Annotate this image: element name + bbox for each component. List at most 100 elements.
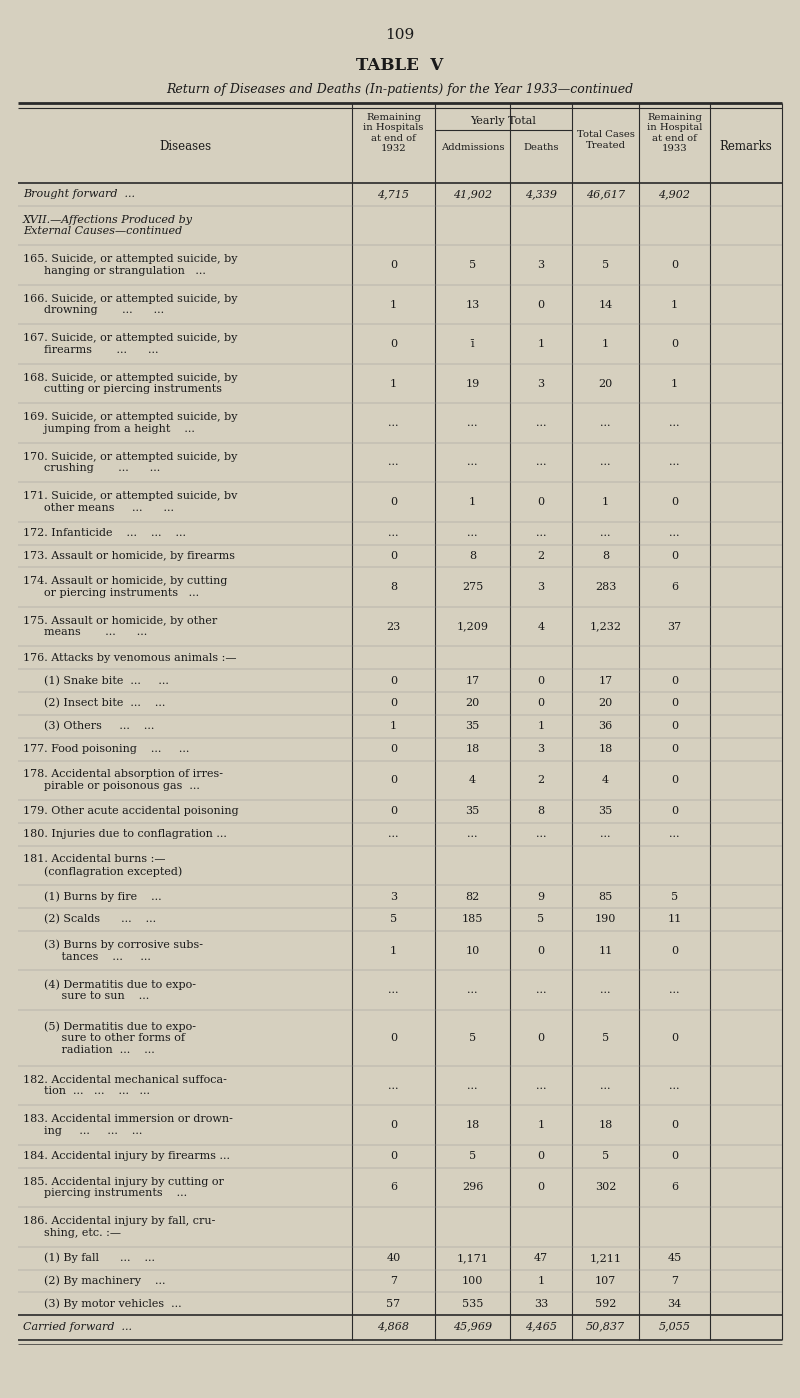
Text: 3: 3 bbox=[538, 582, 545, 593]
Text: 190: 190 bbox=[595, 914, 616, 924]
Text: 5: 5 bbox=[538, 914, 545, 924]
Text: 47: 47 bbox=[534, 1253, 548, 1264]
Text: 45,969: 45,969 bbox=[453, 1321, 492, 1331]
Text: 5: 5 bbox=[469, 1152, 476, 1162]
Text: 45: 45 bbox=[667, 1253, 682, 1264]
Text: ...: ... bbox=[670, 528, 680, 538]
Text: 0: 0 bbox=[538, 299, 545, 309]
Text: 0: 0 bbox=[671, 675, 678, 685]
Text: 35: 35 bbox=[466, 807, 480, 816]
Text: 50,837: 50,837 bbox=[586, 1321, 625, 1331]
Text: 2: 2 bbox=[538, 776, 545, 786]
Text: (2) By machinery    ...: (2) By machinery ... bbox=[23, 1275, 166, 1286]
Text: 34: 34 bbox=[667, 1299, 682, 1309]
Text: 1,211: 1,211 bbox=[590, 1253, 622, 1264]
Text: 0: 0 bbox=[538, 1183, 545, 1192]
Text: ...: ... bbox=[467, 528, 478, 538]
Text: 1: 1 bbox=[538, 721, 545, 731]
Text: 0: 0 bbox=[671, 776, 678, 786]
Text: ...: ... bbox=[536, 418, 546, 428]
Text: 4: 4 bbox=[469, 776, 476, 786]
Text: Brought forward  ...: Brought forward ... bbox=[23, 189, 135, 200]
Text: 8: 8 bbox=[538, 807, 545, 816]
Text: XVII.—Affections Produced by
External Causes—continued: XVII.—Affections Produced by External Ca… bbox=[23, 215, 193, 236]
Text: Remaining
in Hospital
at end of
1933: Remaining in Hospital at end of 1933 bbox=[647, 113, 702, 154]
Text: 168. Suicide, or attempted suicide, by
      cutting or piercing instruments: 168. Suicide, or attempted suicide, by c… bbox=[23, 373, 238, 394]
Text: ...: ... bbox=[536, 1081, 546, 1090]
Text: 57: 57 bbox=[386, 1299, 401, 1309]
Text: ...: ... bbox=[600, 986, 610, 995]
Text: (5) Dermatitis due to expo-
           sure to other forms of
           radiati: (5) Dermatitis due to expo- sure to othe… bbox=[23, 1021, 196, 1054]
Text: 181. Accidental burns :—
      (conflagration excepted): 181. Accidental burns :— (conflagration … bbox=[23, 854, 182, 877]
Text: 0: 0 bbox=[538, 945, 545, 955]
Text: 180. Injuries due to conflagration ...: 180. Injuries due to conflagration ... bbox=[23, 829, 227, 839]
Text: 1: 1 bbox=[390, 721, 397, 731]
Text: 14: 14 bbox=[598, 299, 613, 309]
Text: 17: 17 bbox=[598, 675, 613, 685]
Text: 11: 11 bbox=[598, 945, 613, 955]
Text: ...: ... bbox=[467, 986, 478, 995]
Text: 5: 5 bbox=[671, 892, 678, 902]
Text: 165. Suicide, or attempted suicide, by
      hanging or strangulation   ...: 165. Suicide, or attempted suicide, by h… bbox=[23, 254, 238, 275]
Text: 20: 20 bbox=[598, 379, 613, 389]
Text: 1,171: 1,171 bbox=[457, 1253, 489, 1264]
Text: 0: 0 bbox=[671, 721, 678, 731]
Text: 5: 5 bbox=[469, 260, 476, 270]
Text: 20: 20 bbox=[466, 699, 480, 709]
Text: ...: ... bbox=[600, 1081, 610, 1090]
Text: 6: 6 bbox=[390, 1183, 397, 1192]
Text: (1) Snake bite  ...     ...: (1) Snake bite ... ... bbox=[23, 675, 169, 686]
Text: ...: ... bbox=[388, 1081, 398, 1090]
Text: 166. Suicide, or attempted suicide, by
      drowning       ...      ...: 166. Suicide, or attempted suicide, by d… bbox=[23, 294, 238, 316]
Text: 283: 283 bbox=[595, 582, 616, 593]
Text: 0: 0 bbox=[538, 675, 545, 685]
Text: 175. Assault or homicide, by other
      means       ...      ...: 175. Assault or homicide, by other means… bbox=[23, 615, 218, 637]
Text: 0: 0 bbox=[390, 1152, 397, 1162]
Text: 1: 1 bbox=[671, 379, 678, 389]
Text: Carried forward  ...: Carried forward ... bbox=[23, 1321, 132, 1331]
Text: 0: 0 bbox=[671, 340, 678, 350]
Text: 176. Attacks by venomous animals :—: 176. Attacks by venomous animals :— bbox=[23, 653, 237, 663]
Text: ...: ... bbox=[388, 418, 398, 428]
Text: 13: 13 bbox=[466, 299, 480, 309]
Text: 6: 6 bbox=[671, 582, 678, 593]
Text: ...: ... bbox=[536, 829, 546, 839]
Text: 0: 0 bbox=[390, 340, 397, 350]
Text: 8: 8 bbox=[469, 551, 476, 561]
Text: 5,055: 5,055 bbox=[658, 1321, 690, 1331]
Text: ...: ... bbox=[467, 1081, 478, 1090]
Text: 35: 35 bbox=[466, 721, 480, 731]
Text: 0: 0 bbox=[538, 496, 545, 507]
Text: 177. Food poisoning    ...     ...: 177. Food poisoning ... ... bbox=[23, 744, 190, 754]
Text: 185: 185 bbox=[462, 914, 483, 924]
Text: 0: 0 bbox=[671, 1152, 678, 1162]
Text: ...: ... bbox=[536, 528, 546, 538]
Text: 0: 0 bbox=[390, 260, 397, 270]
Text: 179. Other acute accidental poisoning: 179. Other acute accidental poisoning bbox=[23, 807, 238, 816]
Text: 17: 17 bbox=[466, 675, 479, 685]
Text: 5: 5 bbox=[469, 1033, 476, 1043]
Text: 4,465: 4,465 bbox=[525, 1321, 557, 1331]
Text: 1: 1 bbox=[390, 945, 397, 955]
Text: 36: 36 bbox=[598, 721, 613, 731]
Text: 3: 3 bbox=[538, 744, 545, 754]
Text: ...: ... bbox=[467, 829, 478, 839]
Text: 10: 10 bbox=[466, 945, 480, 955]
Text: 20: 20 bbox=[598, 699, 613, 709]
Text: ...: ... bbox=[388, 457, 398, 467]
Text: ...: ... bbox=[600, 457, 610, 467]
Text: ...: ... bbox=[600, 528, 610, 538]
Text: 0: 0 bbox=[390, 776, 397, 786]
Text: 592: 592 bbox=[595, 1299, 616, 1309]
Text: 183. Accidental immersion or drown-
      ing     ...     ...    ...: 183. Accidental immersion or drown- ing … bbox=[23, 1114, 233, 1137]
Text: ...: ... bbox=[388, 986, 398, 995]
Text: 4: 4 bbox=[602, 776, 609, 786]
Text: 0: 0 bbox=[671, 496, 678, 507]
Text: ...: ... bbox=[536, 986, 546, 995]
Text: 2: 2 bbox=[538, 551, 545, 561]
Text: ...: ... bbox=[670, 986, 680, 995]
Text: 6: 6 bbox=[671, 1183, 678, 1192]
Text: 169. Suicide, or attempted suicide, by
      jumping from a height    ...: 169. Suicide, or attempted suicide, by j… bbox=[23, 412, 238, 433]
Text: 178. Accidental absorption of irres-
      pirable or poisonous gas  ...: 178. Accidental absorption of irres- pir… bbox=[23, 769, 223, 791]
Text: ...: ... bbox=[670, 457, 680, 467]
